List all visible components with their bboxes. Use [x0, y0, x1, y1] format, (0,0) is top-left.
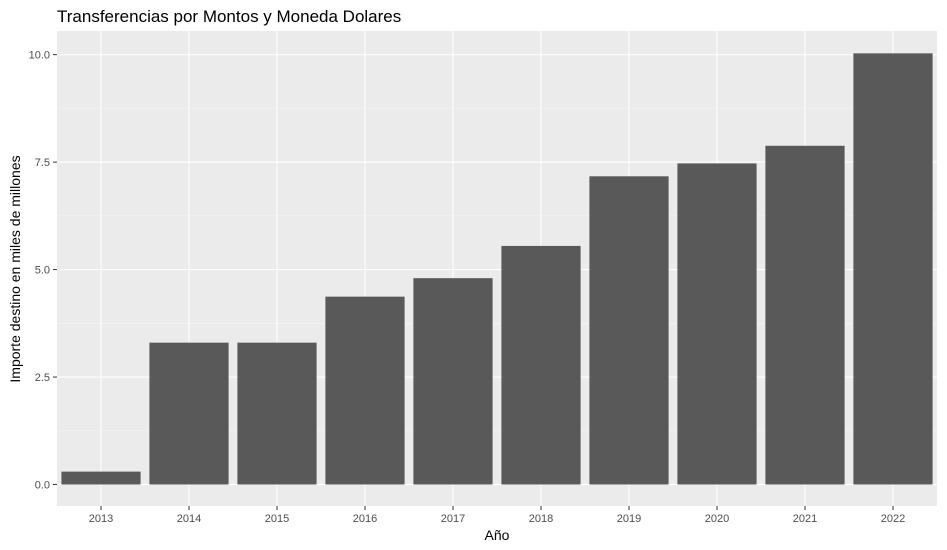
bar-2013: [61, 471, 141, 485]
bar-2014: [149, 342, 229, 485]
y-tick-label: 5.0: [35, 265, 50, 277]
x-tick-label: 2018: [529, 513, 553, 525]
x-tick-label: 2014: [177, 513, 201, 525]
x-tick-label: 2021: [793, 513, 817, 525]
bar-2021: [765, 145, 845, 485]
y-tick-label: 2.5: [35, 372, 50, 384]
x-tick-label: 2016: [353, 513, 377, 525]
bar-2018: [501, 245, 581, 485]
x-tick-label: 2022: [881, 513, 905, 525]
x-tick-label: 2017: [441, 513, 465, 525]
y-tick-label: 10.0: [29, 50, 50, 62]
x-tick-label: 2013: [89, 513, 113, 525]
y-tick-label: 7.5: [35, 157, 50, 169]
chart-title: Transferencias por Montos y Moneda Dolar…: [57, 7, 401, 26]
bar-2019: [589, 176, 669, 485]
bar-2017: [413, 278, 493, 485]
bar-2016: [325, 296, 405, 485]
y-tick-label: 0.0: [35, 480, 50, 492]
x-axis-title: Año: [485, 527, 510, 543]
x-tick-label: 2020: [705, 513, 729, 525]
bar-2022: [853, 53, 933, 485]
plot-area: 0.0 2.5 5.0 7.5 10.0 2013 2014 2015 2016 2017 2018…: [29, 31, 937, 525]
x-tick-label: 2015: [265, 513, 289, 525]
x-tick-label: 2019: [617, 513, 641, 525]
bar-2015: [237, 342, 317, 485]
bar-2020: [677, 163, 757, 485]
y-axis-title: Importe destino en miles de millones: [7, 155, 23, 382]
